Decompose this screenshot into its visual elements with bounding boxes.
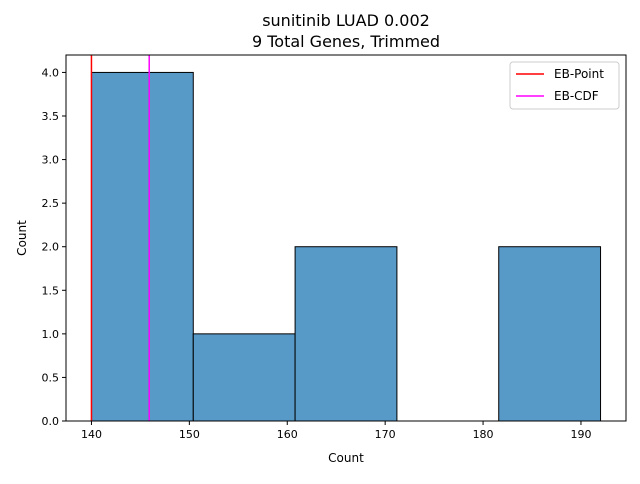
x-tick-label: 170 [375,428,396,441]
y-axis-label: Count [15,220,29,256]
legend: EB-Point EB-CDF [509,61,620,110]
y-tick-label: 2.5 [42,197,60,210]
x-tick-label: 190 [570,428,591,441]
y-tick-label: 3.0 [42,154,60,167]
y-tick-label: 1.5 [42,284,60,297]
histogram-bar-2 [192,333,296,422]
chart-title: sunitinib LUAD 0.002 [262,11,430,30]
histogram-bar-1 [90,71,194,422]
y-axis-ticks: 0.0 0.5 1.0 1.5 2.0 2.5 3.0 3.5 4.0 [42,66,66,428]
reference-lines [90,55,150,421]
y-tick-label: 1.0 [42,328,60,341]
x-tick-label: 160 [277,428,298,441]
x-axis-label: Count [328,451,364,465]
y-tick-label: 0.5 [42,371,60,384]
x-axis-ticks: 140 150 160 170 180 190 [81,421,591,441]
y-tick-label: 4.0 [42,66,60,79]
histogram-bars [90,71,602,422]
y-tick-label: 3.5 [42,110,60,123]
histogram-bar-3 [294,246,398,422]
x-tick-label: 150 [179,428,200,441]
legend-label-eb-point: EB-Point [554,67,604,81]
x-tick-label: 180 [473,428,494,441]
plot-frame [65,54,627,422]
legend-label-eb-cdf: EB-CDF [554,89,599,103]
histogram-bar-5 [498,246,602,422]
chart-subtitle: 9 Total Genes, Trimmed [252,32,440,51]
x-tick-label: 140 [81,428,102,441]
y-tick-label: 0.0 [42,415,60,428]
y-tick-label: 2.0 [42,241,60,254]
